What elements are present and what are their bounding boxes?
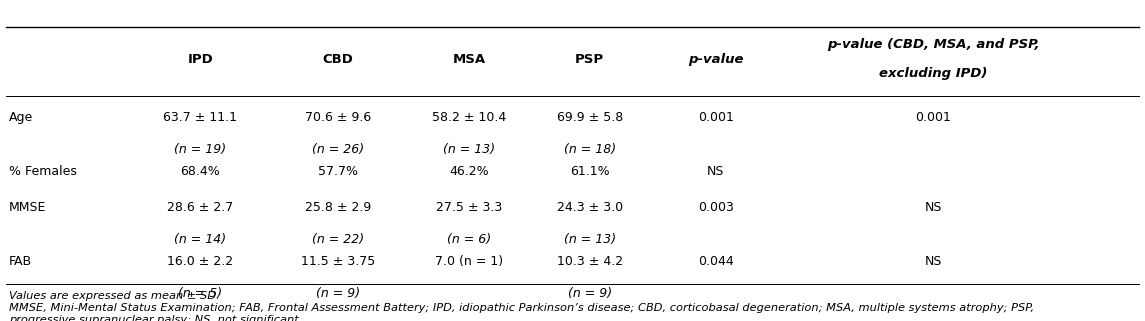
Text: PSP: PSP [575, 53, 605, 66]
Text: (n = 14): (n = 14) [174, 233, 227, 246]
Text: (n = 26): (n = 26) [311, 143, 364, 156]
Text: (n = 13): (n = 13) [443, 143, 496, 156]
Text: (n = 9): (n = 9) [316, 287, 360, 300]
Text: 0.003: 0.003 [697, 201, 734, 213]
Text: 28.6 ± 2.7: 28.6 ± 2.7 [167, 201, 234, 213]
Text: 27.5 ± 3.3: 27.5 ± 3.3 [436, 201, 503, 213]
Text: 16.0 ± 2.2: 16.0 ± 2.2 [167, 255, 234, 268]
Text: 25.8 ± 2.9: 25.8 ± 2.9 [305, 201, 371, 213]
Text: 58.2 ± 10.4: 58.2 ± 10.4 [433, 111, 506, 124]
Text: (n = 18): (n = 18) [563, 143, 616, 156]
Text: Age: Age [9, 111, 33, 124]
Text: p-value: p-value [688, 53, 743, 66]
Text: MSA: MSA [453, 53, 485, 66]
Text: 68.4%: 68.4% [181, 165, 220, 178]
Text: 61.1%: 61.1% [570, 165, 609, 178]
Text: (n = 19): (n = 19) [174, 143, 227, 156]
Text: (n = 5): (n = 5) [179, 287, 222, 300]
Text: 0.001: 0.001 [915, 111, 951, 124]
Text: 0.044: 0.044 [697, 255, 734, 268]
Text: 24.3 ± 3.0: 24.3 ± 3.0 [556, 201, 623, 213]
Text: MMSE, Mini-Mental Status Examination; FAB, Frontal Assessment Battery; IPD, idio: MMSE, Mini-Mental Status Examination; FA… [9, 303, 1034, 313]
Text: 70.6 ± 9.6: 70.6 ± 9.6 [305, 111, 371, 124]
Text: 69.9 ± 5.8: 69.9 ± 5.8 [556, 111, 623, 124]
Text: Values are expressed as mean ± SD.: Values are expressed as mean ± SD. [9, 291, 220, 300]
Text: NS: NS [924, 255, 942, 268]
Text: NS: NS [924, 201, 942, 213]
Text: MMSE: MMSE [9, 201, 47, 213]
Text: 57.7%: 57.7% [318, 165, 357, 178]
Text: 0.001: 0.001 [697, 111, 734, 124]
Text: 10.3 ± 4.2: 10.3 ± 4.2 [556, 255, 623, 268]
Text: % Females: % Females [9, 165, 77, 178]
Text: p-value (CBD, MSA, and PSP,: p-value (CBD, MSA, and PSP, [827, 39, 1040, 51]
Text: (n = 13): (n = 13) [563, 233, 616, 246]
Text: 46.2%: 46.2% [450, 165, 489, 178]
Text: progressive supranuclear palsy; NS, not significant.: progressive supranuclear palsy; NS, not … [9, 315, 302, 321]
Text: NS: NS [706, 165, 725, 178]
Text: CBD: CBD [323, 53, 353, 66]
Text: 11.5 ± 3.75: 11.5 ± 3.75 [301, 255, 374, 268]
Text: (n = 22): (n = 22) [311, 233, 364, 246]
Text: (n = 6): (n = 6) [448, 233, 491, 246]
Text: 63.7 ± 11.1: 63.7 ± 11.1 [164, 111, 237, 124]
Text: excluding IPD): excluding IPD) [879, 67, 987, 80]
Text: IPD: IPD [188, 53, 213, 66]
Text: 7.0 (n = 1): 7.0 (n = 1) [435, 255, 504, 268]
Text: FAB: FAB [9, 255, 32, 268]
Text: (n = 9): (n = 9) [568, 287, 611, 300]
